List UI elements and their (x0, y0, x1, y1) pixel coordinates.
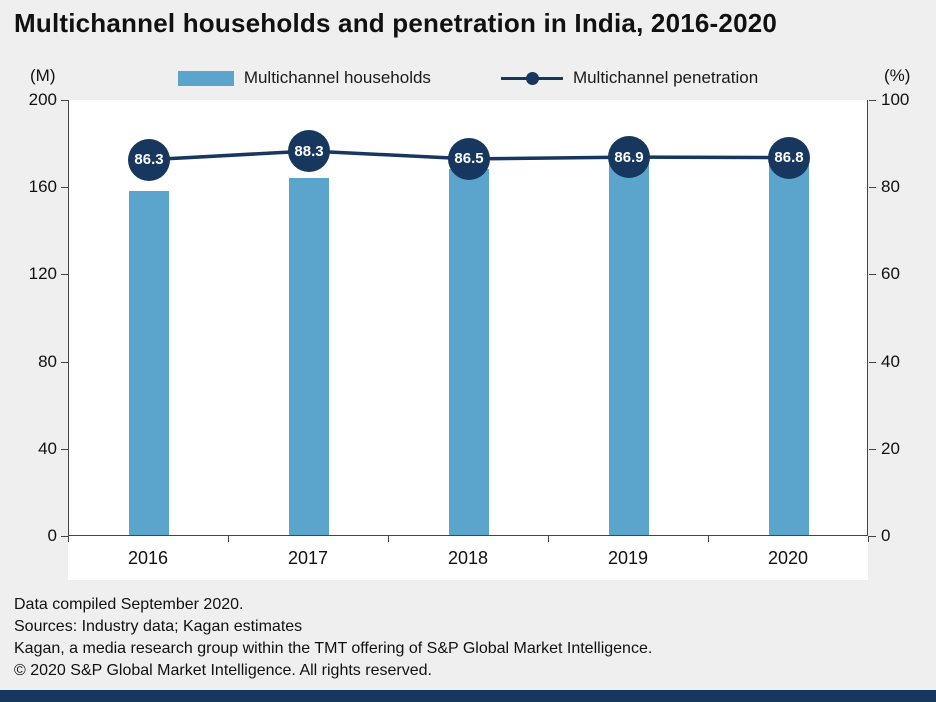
x-axis-tickmark (388, 536, 389, 542)
x-axis-tickmark (228, 536, 229, 542)
right-axis-tick-100: 100 (881, 90, 910, 109)
left-axis-tick-120: 120 (28, 264, 57, 284)
chart-legend: Multichannel households Multichannel pen… (0, 64, 936, 92)
line-swatch-icon (500, 71, 563, 85)
left-axis-unit-label: (M) (30, 66, 56, 85)
right-axis-tickmark (869, 187, 876, 189)
footnote-copyright: © 2020 S&P Global Market Intelligence. A… (14, 662, 432, 679)
footnote-compiled: Data compiled September 2020. (14, 596, 244, 613)
left-axis-tickmark (61, 448, 68, 450)
bar-2018 (449, 168, 489, 535)
penetration-marker-2017: 88.3 (288, 130, 330, 172)
left-axis-tickmark (61, 361, 68, 363)
left-axis-tick-0: 0 (47, 526, 57, 545)
footnotes: Data compiled September 2020. Sources: I… (14, 594, 652, 682)
left-axis-tickmark (61, 536, 68, 537)
x-axis-tickmark (868, 536, 869, 542)
legend-item-penetration: Multichannel penetration (500, 68, 759, 88)
chart-title: Multichannel households and penetration … (14, 8, 778, 38)
x-axis-tickmark (548, 536, 549, 542)
right-axis-tick-40: 40 (881, 351, 900, 371)
left-axis-tick-80: 80 (38, 351, 57, 371)
bar-2020 (769, 157, 809, 535)
x-axis-label-2017: 2017 (287, 548, 329, 568)
left-axis-tick-160: 160 (28, 177, 57, 197)
x-axis-tickmark (708, 536, 709, 542)
right-axis-tick-80: 80 (881, 177, 900, 197)
x-axis-label-2020: 2020 (767, 548, 809, 568)
right-axis-tickmark (869, 361, 876, 363)
left-axis-tickmark (61, 187, 68, 189)
right-axis-tick-20: 20 (881, 438, 900, 458)
penetration-marker-2018: 86.5 (448, 137, 490, 180)
right-axis-tickmark (869, 448, 876, 450)
footnote-sources: Sources: Industry data; Kagan estimates (14, 618, 303, 635)
legend-item-households: Multichannel households (177, 68, 431, 88)
left-axis-tickmark (61, 100, 68, 101)
left-axis-tick-40: 40 (38, 438, 57, 458)
bar-2019 (609, 162, 649, 535)
right-axis-tick-0: 0 (881, 526, 891, 545)
right-axis-tick-60: 60 (881, 264, 900, 284)
x-axis-label-2018: 2018 (447, 548, 489, 568)
legend-label-households: Multichannel households (243, 68, 431, 87)
legend-label-penetration: Multichannel penetration (572, 68, 759, 87)
x-axis-tickmark (68, 536, 69, 542)
penetration-marker-2016: 86.3 (128, 138, 170, 181)
bar-2017 (289, 177, 329, 535)
footnote-kagan: Kagan, a media research group within the… (14, 640, 653, 657)
right-axis-tickmark (869, 536, 876, 537)
bar-2016 (129, 190, 169, 535)
penetration-marker-2019: 86.9 (608, 136, 650, 179)
right-axis-tickmark (869, 100, 876, 101)
left-axis-tickmark (61, 274, 68, 276)
x-axis-label-2016: 2016 (127, 548, 169, 568)
bar-swatch-icon (177, 70, 234, 86)
left-axis-tick-200: 200 (28, 90, 57, 109)
x-axis-label-2019: 2019 (607, 548, 649, 568)
penetration-marker-2020: 86.8 (768, 136, 810, 179)
line-swatch-dot-icon (525, 71, 539, 85)
bottom-brand-strip (0, 690, 936, 702)
plot-area: 86.3 88.3 86.5 86.9 86.8 (68, 100, 868, 536)
right-axis-unit-label: (%) (884, 66, 911, 85)
right-axis-tickmark (869, 274, 876, 276)
